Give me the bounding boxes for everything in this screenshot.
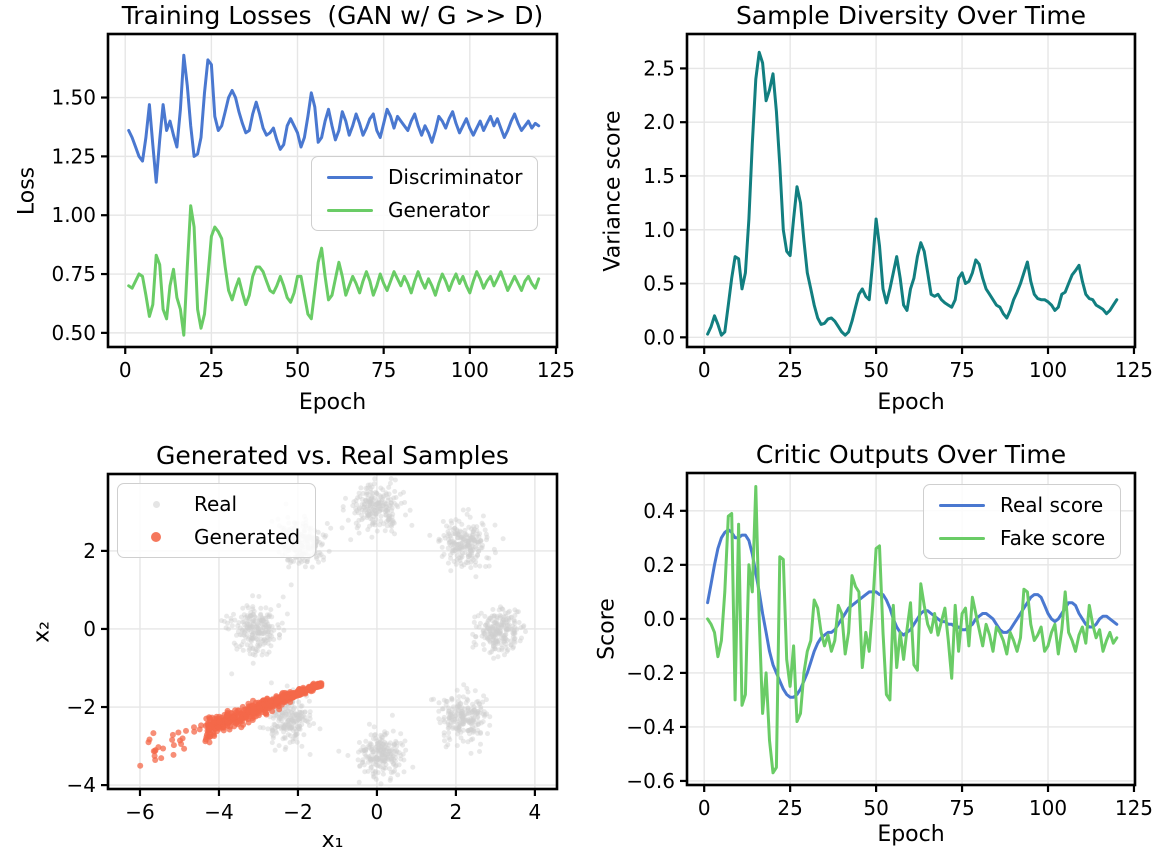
xlabel-epoch-training-losses: Epoch: [298, 390, 367, 415]
svg-text:0.0: 0.0: [643, 325, 675, 349]
svg-text:100: 100: [1029, 796, 1067, 820]
legend-label-generated: Generated: [194, 525, 301, 549]
fake-score-line-swatch: [939, 536, 985, 540]
legend-row-real: Real: [133, 491, 300, 517]
real-score-line-swatch: [939, 503, 985, 507]
svg-text:0: 0: [371, 800, 384, 824]
legend-row-discriminator: Discriminator: [327, 164, 522, 190]
svg-text:−2: −2: [283, 800, 312, 824]
svg-text:0.75: 0.75: [51, 262, 96, 286]
svg-text:0: 0: [698, 358, 711, 382]
legend-label-generator: Generator: [388, 198, 490, 222]
svg-text:125: 125: [537, 358, 575, 382]
xlabel-epoch-sample-diversity: Epoch: [877, 390, 945, 415]
svg-text:2: 2: [450, 800, 463, 824]
svg-text:4: 4: [529, 800, 542, 824]
plot-title-sample-diversity: Sample Diversity Over Time: [735, 1, 1087, 30]
plot-title-critic-outputs: Critic Outputs Over Time: [755, 440, 1067, 469]
xlabel-x1-samples-scatter: x₁: [321, 828, 344, 853]
ylabel-variance-score: Variance score: [600, 109, 626, 272]
legend-samples-scatter: Real Generated: [117, 483, 317, 558]
svg-text:75: 75: [371, 358, 396, 382]
svg-text:125: 125: [1115, 796, 1153, 820]
ylabel-score: Score: [594, 598, 620, 660]
svg-text:−0.2: −0.2: [626, 661, 675, 685]
svg-text:0: 0: [698, 796, 711, 820]
real-dot-swatch: [152, 500, 160, 508]
svg-text:0.2: 0.2: [643, 553, 675, 577]
legend-critic-outputs: Real score Fake score: [923, 484, 1122, 559]
legend-row-real-score: Real score: [939, 492, 1105, 518]
svg-text:0: 0: [83, 617, 96, 641]
legend-label-real: Real: [194, 492, 238, 516]
legend-row-generated: Generated: [133, 524, 300, 550]
svg-text:2.5: 2.5: [643, 56, 675, 80]
generated-dot-swatch-slot: [133, 532, 179, 542]
svg-text:2.0: 2.0: [643, 110, 675, 134]
svg-text:0: 0: [119, 358, 132, 382]
svg-text:1.0: 1.0: [643, 218, 675, 242]
legend-row-generator: Generator: [327, 197, 522, 223]
legend-row-fake-score: Fake score: [939, 525, 1105, 551]
svg-text:100: 100: [1029, 358, 1067, 382]
discriminator-line-swatch: [327, 175, 373, 179]
svg-text:−0.6: −0.6: [626, 769, 675, 793]
legend-training-losses: Discriminator Generator: [311, 156, 539, 231]
svg-text:−2: −2: [67, 695, 96, 719]
svg-text:1.00: 1.00: [51, 203, 96, 227]
svg-text:0.0: 0.0: [643, 607, 675, 631]
plot-title-training-losses: Training Losses (GAN w/ G >> D): [121, 1, 544, 30]
legend-label-fake-score: Fake score: [1000, 526, 1106, 550]
generator-line-swatch: [327, 208, 373, 212]
svg-text:0.4: 0.4: [643, 499, 675, 523]
svg-text:−4: −4: [204, 800, 233, 824]
xlabel-epoch-critic-outputs: Epoch: [877, 822, 945, 847]
generated-dot-swatch: [151, 532, 161, 542]
svg-text:50: 50: [863, 358, 888, 382]
svg-text:1.25: 1.25: [51, 144, 96, 168]
legend-label-discriminator: Discriminator: [388, 165, 523, 189]
svg-text:75: 75: [949, 358, 974, 382]
svg-text:−0.4: −0.4: [626, 715, 675, 739]
svg-text:−6: −6: [125, 800, 154, 824]
svg-text:50: 50: [285, 358, 310, 382]
svg-text:75: 75: [949, 796, 974, 820]
svg-text:25: 25: [777, 796, 802, 820]
svg-text:2: 2: [83, 539, 96, 563]
plot-title-samples-scatter: Generated vs. Real Samples: [156, 441, 509, 470]
svg-text:−4: −4: [67, 773, 96, 797]
ylabel-loss: Loss: [14, 166, 40, 215]
svg-text:125: 125: [1115, 358, 1153, 382]
ylabel-x2: x₂: [29, 620, 55, 643]
real-dot-swatch-slot: [133, 500, 179, 508]
svg-text:1.50: 1.50: [51, 86, 96, 110]
svg-text:0.50: 0.50: [51, 321, 96, 345]
legend-label-real-score: Real score: [1000, 493, 1104, 517]
svg-text:50: 50: [863, 796, 888, 820]
svg-text:0.5: 0.5: [643, 272, 675, 296]
svg-text:100: 100: [451, 358, 489, 382]
svg-text:1.5: 1.5: [643, 164, 675, 188]
svg-text:25: 25: [777, 358, 802, 382]
svg-text:25: 25: [199, 358, 224, 382]
